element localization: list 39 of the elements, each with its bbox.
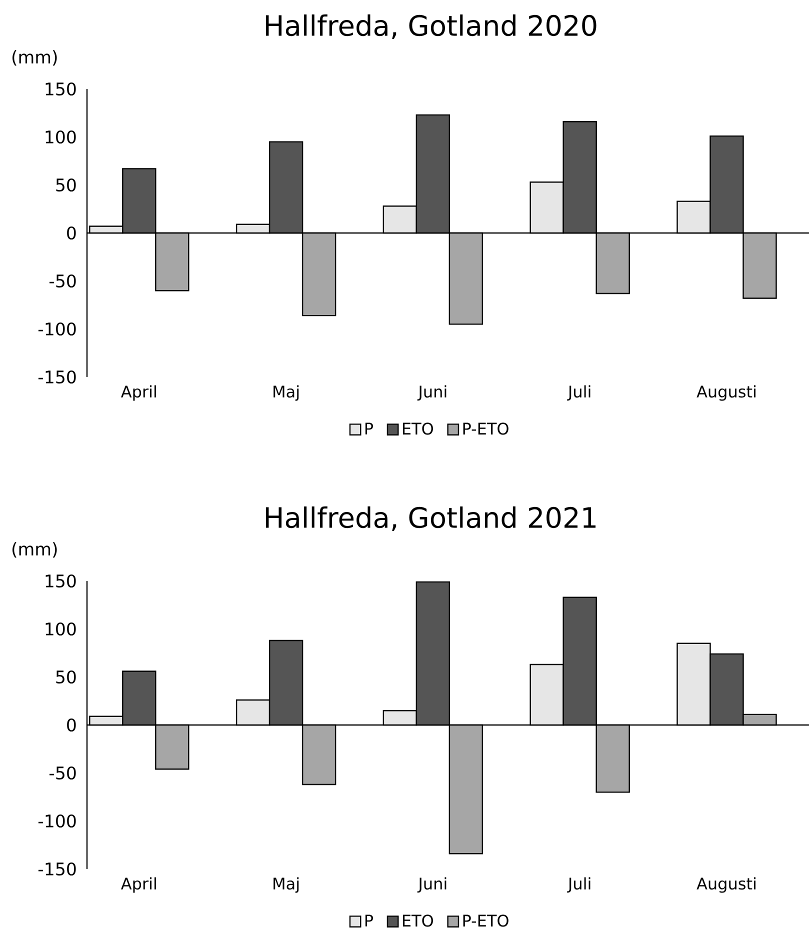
x-tick-label: Maj [274, 877, 299, 893]
bar [416, 581, 450, 726]
bar [710, 653, 744, 726]
y-tick-label: 50 [56, 670, 76, 684]
x-tick-label: April [120, 385, 156, 401]
y-tick-label: -50 [49, 766, 76, 780]
legend-label: P [365, 422, 373, 434]
chart-title: Hallfreda, Gotland 2020 [266, 14, 596, 39]
x-tick-label: April [120, 877, 156, 893]
x-tick-label: Juli [567, 877, 590, 893]
legend-label: P-ETO [463, 914, 508, 927]
bar [562, 596, 597, 726]
legend-label: ETO [402, 914, 433, 927]
y-tick-label: 50 [56, 178, 76, 192]
legend-label: P [365, 914, 373, 926]
bar [268, 640, 304, 726]
bar [122, 670, 156, 726]
y-tick-label: 100 [46, 622, 76, 636]
y-tick-label: 150 [46, 574, 76, 588]
x-tick-label: Juni [417, 385, 446, 401]
y-tick-label: -150 [38, 370, 76, 384]
x-tick-label: Augusti [696, 877, 756, 893]
x-tick-label: Augusti [696, 385, 756, 401]
y-tick-label: -150 [38, 862, 76, 876]
x-tick-label: Juli [567, 385, 590, 401]
chart-title: Hallfreda, Gotland 2021 [266, 506, 596, 531]
y-tick-label: 100 [46, 130, 76, 144]
legend-label: ETO [402, 422, 433, 435]
y-axis-title: (mm) [12, 542, 57, 558]
y-tick-label: 0 [67, 718, 76, 732]
y-tick-label: -50 [49, 274, 76, 288]
y-tick-label: 0 [67, 226, 76, 240]
legend-label: P-ETO [463, 422, 508, 435]
y-tick-label: -100 [38, 814, 76, 828]
x-tick-label: Maj [274, 385, 299, 401]
y-tick-label: 150 [46, 82, 76, 96]
y-axis-title: (mm) [12, 50, 57, 66]
y-tick-label: -100 [38, 322, 76, 336]
x-tick-label: Juni [417, 877, 446, 893]
